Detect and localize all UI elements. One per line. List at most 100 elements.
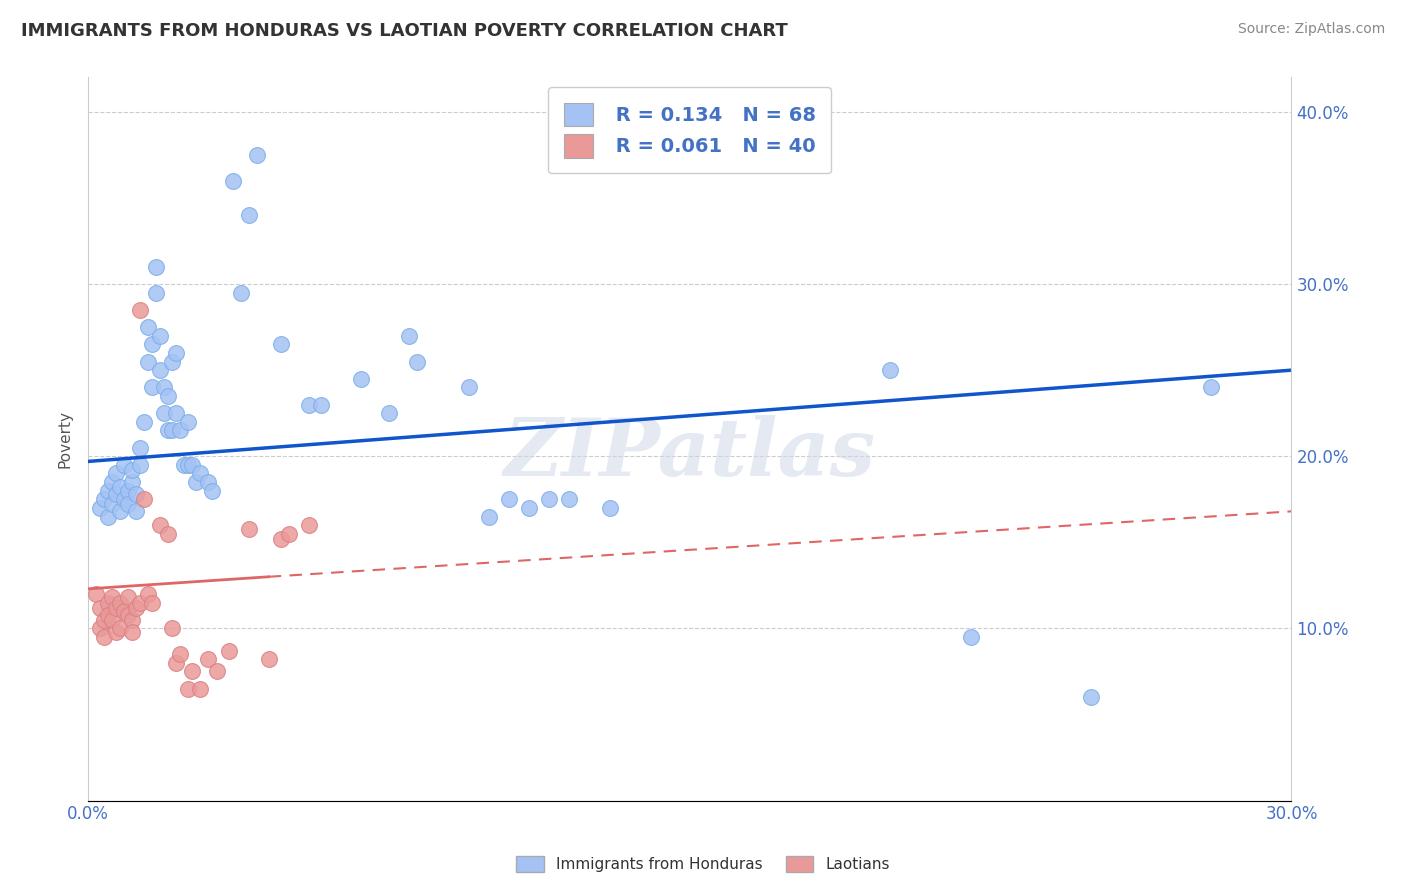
Point [149,518,172,533]
Point [112,458,135,472]
Point [458,380,481,394]
Point [136,587,159,601]
Point [84,587,107,601]
Point [89,500,111,515]
Point [190,681,212,696]
Point [177,458,200,472]
Point [101,475,124,489]
Point [121,475,143,489]
Point [125,504,148,518]
Point [89,600,111,615]
Point [162,354,184,368]
Point [125,487,148,501]
Point [129,302,152,317]
Point [121,613,143,627]
Point [149,363,172,377]
Point [270,337,292,351]
Point [129,458,152,472]
Point [238,522,260,536]
Point [101,591,124,605]
Point [157,389,180,403]
Point [169,424,191,438]
Point [197,475,219,489]
Point [110,504,132,518]
Point [153,380,176,394]
Point [169,647,191,661]
Point [519,500,541,515]
Point [478,509,501,524]
Point [129,596,152,610]
Point [538,492,561,507]
Point [112,604,135,618]
Point [298,518,321,533]
Point [136,320,159,334]
Point [406,354,429,368]
Point [145,260,167,274]
Point [93,492,115,507]
Point [959,630,981,644]
Point [93,613,115,627]
Point [110,622,132,636]
Point [125,600,148,615]
Point [97,509,120,524]
Point [190,467,212,481]
Point [145,285,167,300]
Point [117,483,139,498]
Point [599,500,621,515]
Point [112,492,135,507]
Point [101,613,124,627]
Point [165,346,187,360]
Point [117,591,139,605]
Point [105,467,128,481]
Point [173,458,195,472]
Point [157,526,180,541]
Point [197,652,219,666]
Point [157,424,180,438]
Point [149,328,172,343]
Text: ZIPatlas: ZIPatlas [503,415,876,492]
Point [162,622,184,636]
Point [378,406,401,420]
Text: Source: ZipAtlas.com: Source: ZipAtlas.com [1237,22,1385,37]
Text: IMMIGRANTS FROM HONDURAS VS LAOTIAN POVERTY CORRELATION CHART: IMMIGRANTS FROM HONDURAS VS LAOTIAN POVE… [21,22,787,40]
Point [398,328,420,343]
Point [201,483,224,498]
Point [186,475,208,489]
Point [558,492,581,507]
Point [350,372,373,386]
Point [97,607,120,622]
Point [93,630,115,644]
Point [97,596,120,610]
Point [221,174,243,188]
Legend: Immigrants from Honduras, Laotians: Immigrants from Honduras, Laotians [509,848,897,880]
Y-axis label: Poverty: Poverty [58,410,72,468]
Point [121,463,143,477]
Point [1080,690,1102,705]
Point [105,624,128,639]
Point [134,492,156,507]
Point [117,607,139,622]
Point [218,644,240,658]
Point [309,398,332,412]
Point [229,285,252,300]
Point [110,596,132,610]
Point [238,208,260,222]
Point [879,363,901,377]
Point [270,532,292,546]
Point [89,622,111,636]
Point [181,458,204,472]
Point [105,600,128,615]
Point [257,652,280,666]
Point [1199,380,1222,394]
Point [165,656,187,670]
Point [205,665,228,679]
Legend:  R = 0.134   N = 68,  R = 0.061   N = 40: R = 0.134 N = 68, R = 0.061 N = 40 [548,87,831,174]
Point [117,498,139,512]
Point [181,665,204,679]
Point [246,148,269,162]
Point [101,498,124,512]
Point [136,354,159,368]
Point [298,398,321,412]
Point [110,480,132,494]
Point [141,380,163,394]
